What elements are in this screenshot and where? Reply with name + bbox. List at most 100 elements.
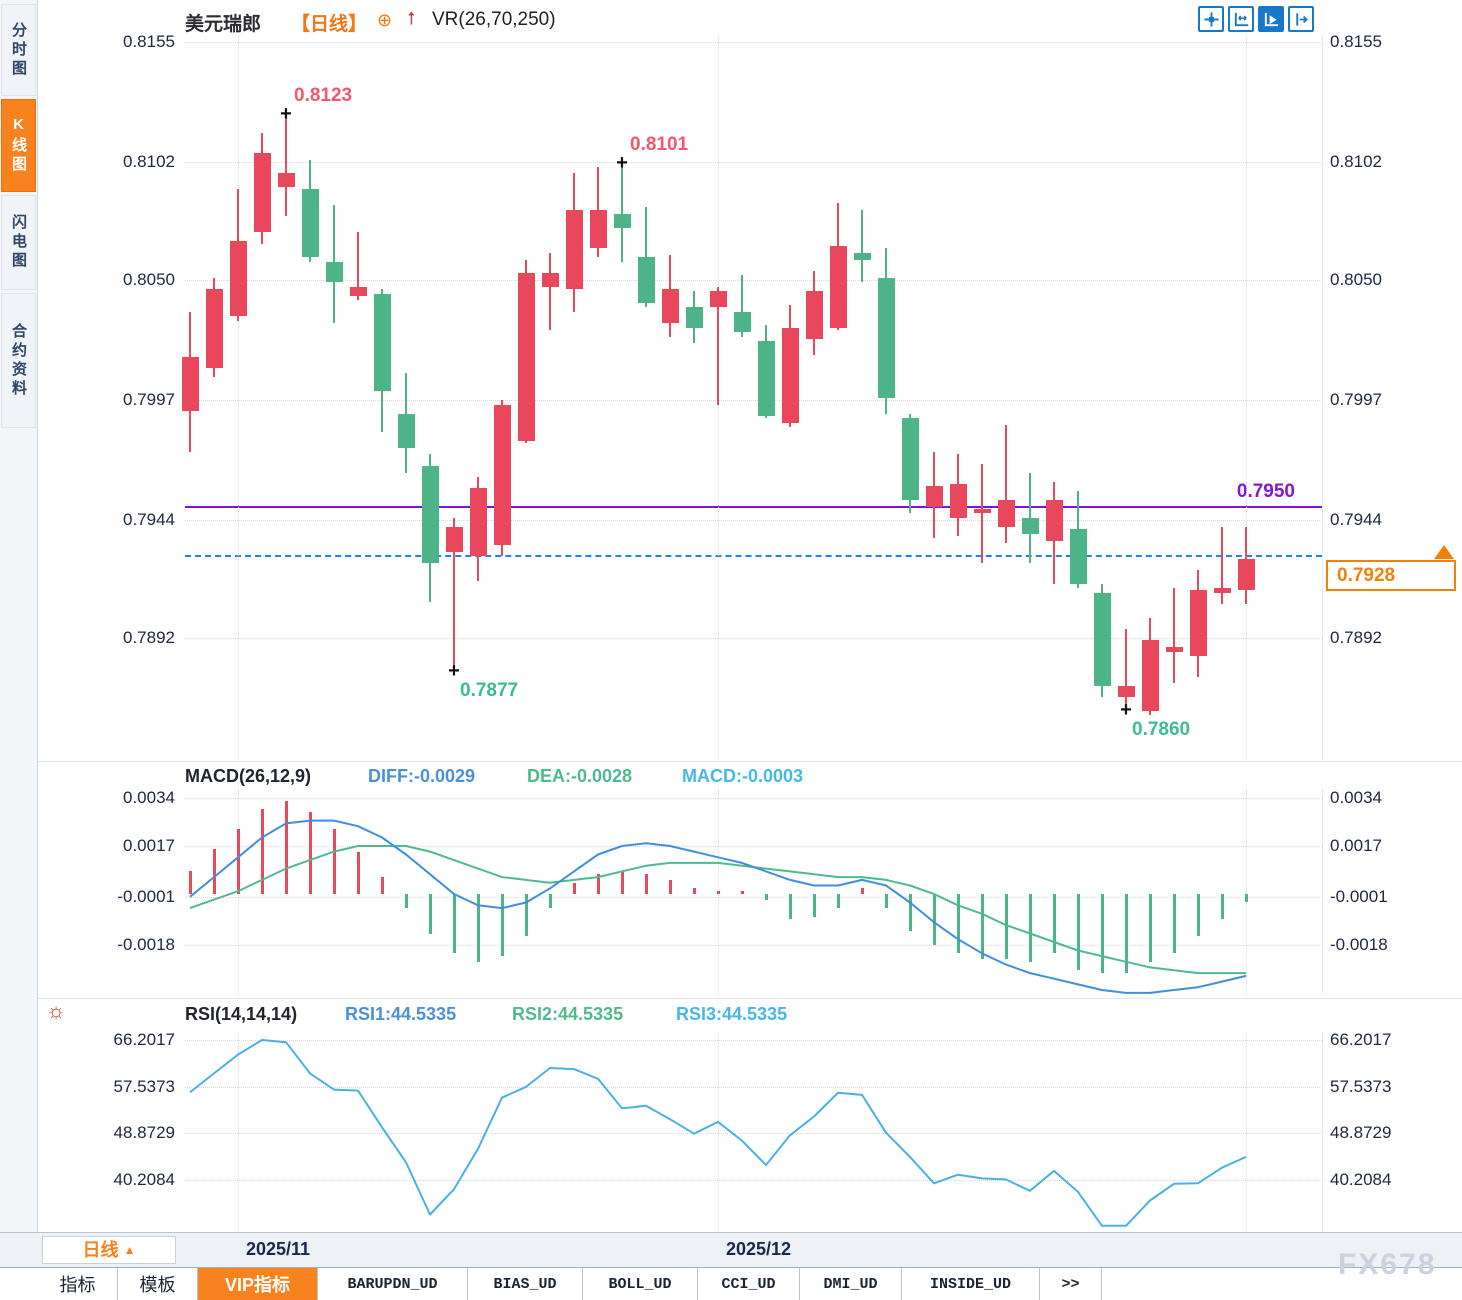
tab-insideud[interactable]: INSIDE_UD xyxy=(902,1268,1040,1300)
axis-label: 40.2084 xyxy=(113,1170,175,1189)
candle-wick xyxy=(741,275,743,337)
tab-bollud[interactable]: BOLL_UD xyxy=(583,1268,698,1300)
candle-wick xyxy=(717,286,719,405)
support-price-line xyxy=(185,505,1322,508)
axis-label: 48.8729 xyxy=(113,1123,175,1143)
gridline-vertical xyxy=(1246,790,1247,996)
gridline xyxy=(185,638,1322,639)
candle xyxy=(518,273,535,441)
sidebar-tab-2[interactable]: K线图 xyxy=(1,99,36,192)
candle xyxy=(230,241,247,317)
candle xyxy=(470,488,487,557)
price-marker-label: 0.8123 xyxy=(294,84,353,106)
candle xyxy=(1022,517,1039,534)
axis-label: 0.7997 xyxy=(1330,390,1382,410)
axis-label: 57.5373 xyxy=(113,1076,175,1096)
candle xyxy=(710,291,727,308)
period-selector-button[interactable]: 日线 ▲ xyxy=(42,1236,176,1264)
gridline xyxy=(185,400,1322,402)
gridline-vertical xyxy=(1246,36,1247,760)
candle xyxy=(542,273,559,287)
autoplay-scale-icon xyxy=(1264,12,1278,26)
candle xyxy=(662,289,679,323)
candle xyxy=(830,245,847,328)
axis-label: 0.8155 xyxy=(1330,32,1382,51)
candle xyxy=(926,486,943,507)
axis-label: 57.5373 xyxy=(1330,1076,1392,1096)
sidebar-tab-3[interactable]: 闪电图 xyxy=(1,195,36,290)
candle xyxy=(1046,499,1063,541)
indicator-tab-bar: 指标 模板 VIP指标 BARUPDN_UD BIAS_UD BOLL_UD CCI_UD D… xyxy=(0,1267,1462,1300)
macd-bar xyxy=(1245,894,1248,903)
tab-[interactable]: 指标 xyxy=(38,1268,118,1300)
axis-label: 0.8155 xyxy=(123,32,175,51)
go-to-latest-icon xyxy=(1295,12,1308,26)
last-price-tag: 0.7928 xyxy=(1326,560,1456,591)
plot-right-edge xyxy=(1322,1032,1323,1231)
axis-range-icon xyxy=(1234,12,1248,26)
rsi3-value: RSI3:44.5335 xyxy=(676,1004,788,1024)
go-to-latest-button[interactable] xyxy=(1288,6,1314,32)
candle xyxy=(398,413,415,448)
autoplay-scale-button[interactable] xyxy=(1258,6,1284,32)
candle xyxy=(950,483,967,518)
sun-icon[interactable]: ☼ xyxy=(46,998,67,1023)
macd-dea-value: DEA:-0.0028 xyxy=(527,766,633,786)
tab-barupdnud[interactable]: BARUPDN_UD xyxy=(318,1268,468,1300)
candle xyxy=(638,257,655,303)
axis-label: 40.2084 xyxy=(1330,1170,1392,1189)
sidebar-tab-1[interactable]: 分时图 xyxy=(1,4,36,96)
tab-[interactable]: 模板 xyxy=(118,1268,198,1300)
axis-label: 0.8102 xyxy=(123,152,175,172)
candle-wick xyxy=(861,209,863,283)
plot-right-edge xyxy=(1322,790,1323,996)
axis-label: 0.7892 xyxy=(123,628,175,647)
add-icon[interactable]: ⊕ xyxy=(377,10,393,30)
candle xyxy=(494,404,511,546)
candle xyxy=(1118,685,1135,697)
axis-label: 0.0017 xyxy=(123,835,175,855)
candle xyxy=(374,293,391,391)
axis-label: 66.2017 xyxy=(1330,1030,1392,1049)
tab-dmiud[interactable]: DMI_UD xyxy=(800,1268,902,1300)
tab-vip[interactable]: VIP指标 xyxy=(198,1268,318,1300)
marker-cross-icon: + xyxy=(280,102,292,125)
tab->>[interactable]: >> xyxy=(1040,1268,1102,1300)
panel-separator xyxy=(38,761,1462,762)
chart-plot-area[interactable] xyxy=(0,0,1462,1232)
gridline xyxy=(185,520,1322,522)
candle xyxy=(974,508,991,514)
candle xyxy=(566,209,583,289)
candle xyxy=(734,311,751,333)
candle-wick xyxy=(1173,588,1175,684)
candle-wick xyxy=(621,164,623,262)
axis-label: -0.0001 xyxy=(1330,886,1388,906)
sidebar: 分时图 K线图 闪电图 合约资料 xyxy=(0,0,38,1300)
candle xyxy=(1214,588,1231,593)
axis-range-button[interactable] xyxy=(1228,6,1254,32)
candle xyxy=(1094,592,1111,686)
macd-macd-value: MACD:-0.0003 xyxy=(682,766,804,786)
price-marker-label: 0.8101 xyxy=(630,134,689,156)
last-price-line xyxy=(185,555,1322,558)
rsi1-value: RSI1:44.5335 xyxy=(345,1004,457,1024)
candle-wick xyxy=(645,207,647,308)
pan-crosshair-button[interactable] xyxy=(1198,6,1224,32)
tab-biasud[interactable]: BIAS_UD xyxy=(468,1268,583,1300)
price-up-arrow-icon xyxy=(1434,545,1454,559)
axis-label: 0.7944 xyxy=(1330,510,1382,530)
candle-wick xyxy=(453,517,455,672)
candle-wick xyxy=(1125,628,1127,711)
candle xyxy=(182,357,199,412)
candle xyxy=(302,189,319,258)
tab-cciud[interactable]: CCI_UD xyxy=(698,1268,800,1300)
marker-cross-icon: + xyxy=(1120,698,1132,721)
axis-label: 0.0017 xyxy=(1330,835,1382,855)
candle xyxy=(686,307,703,328)
axis-label: 0.0034 xyxy=(123,787,175,807)
period-tag: 【日线】 xyxy=(291,14,368,35)
sidebar-tab-4[interactable]: 合约资料 xyxy=(1,293,36,428)
price-marker-label: 0.7860 xyxy=(1132,718,1191,740)
marker-layer: +0.8123 +0.8101 +0.7877 +0.7860 xyxy=(280,84,1191,740)
